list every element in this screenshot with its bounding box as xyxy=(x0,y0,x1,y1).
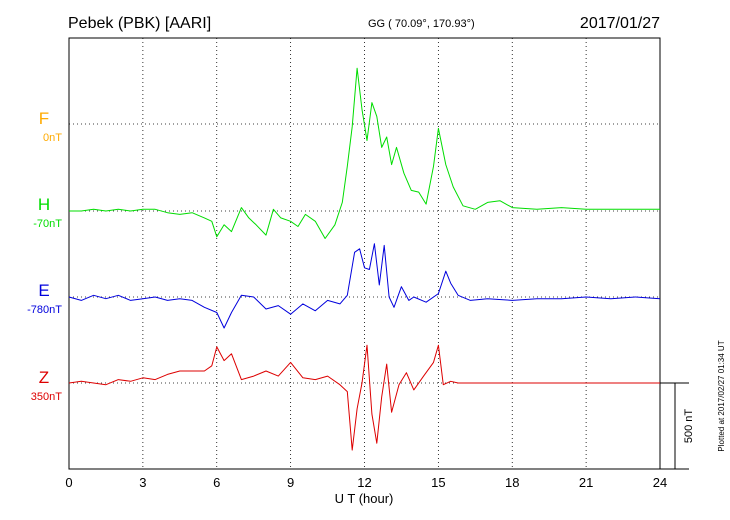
scale-bar-label: 500 nT xyxy=(683,409,695,444)
label-F: F xyxy=(39,109,49,128)
baseline-label-Z: 350nT xyxy=(31,391,62,403)
x-axis-label: U T (hour) xyxy=(335,491,394,506)
series-line-Z xyxy=(68,344,660,451)
plotted-timestamp: Plotted at 2017/02/27 01:34 UT xyxy=(717,340,726,451)
series-line-H xyxy=(69,67,660,239)
x-tick-label: 9 xyxy=(287,475,294,490)
x-tick-label: 24 xyxy=(653,475,667,490)
label-H: H xyxy=(38,195,50,214)
x-tick-label: 0 xyxy=(65,475,72,490)
baseline-label-E: -780nT xyxy=(27,304,62,316)
series-layer xyxy=(68,67,661,451)
baseline-label-H: -70nT xyxy=(33,218,62,230)
x-tick-labels: 0 3 6 9 12 15 18 21 24 xyxy=(65,475,667,490)
x-tick-label: 21 xyxy=(579,475,593,490)
x-tick-label: 3 xyxy=(139,475,146,490)
baseline-label-F: 0nT xyxy=(43,132,62,144)
station-coordinates: GG ( 70.09°, 170.93°) xyxy=(368,18,475,30)
x-tick-label: 18 xyxy=(505,475,519,490)
scale-bar: 500 nT xyxy=(660,382,695,470)
label-E: E xyxy=(38,281,49,300)
chart-date: 2017/01/27 xyxy=(580,15,660,32)
x-tick-label: 6 xyxy=(213,475,220,490)
series-line-E xyxy=(68,243,661,329)
grid xyxy=(69,38,660,469)
x-tick-label: 12 xyxy=(357,475,371,490)
label-Z: Z xyxy=(39,368,49,387)
x-tick-label: 15 xyxy=(431,475,445,490)
station-title: Pebek (PBK) [AARI] xyxy=(68,15,211,32)
